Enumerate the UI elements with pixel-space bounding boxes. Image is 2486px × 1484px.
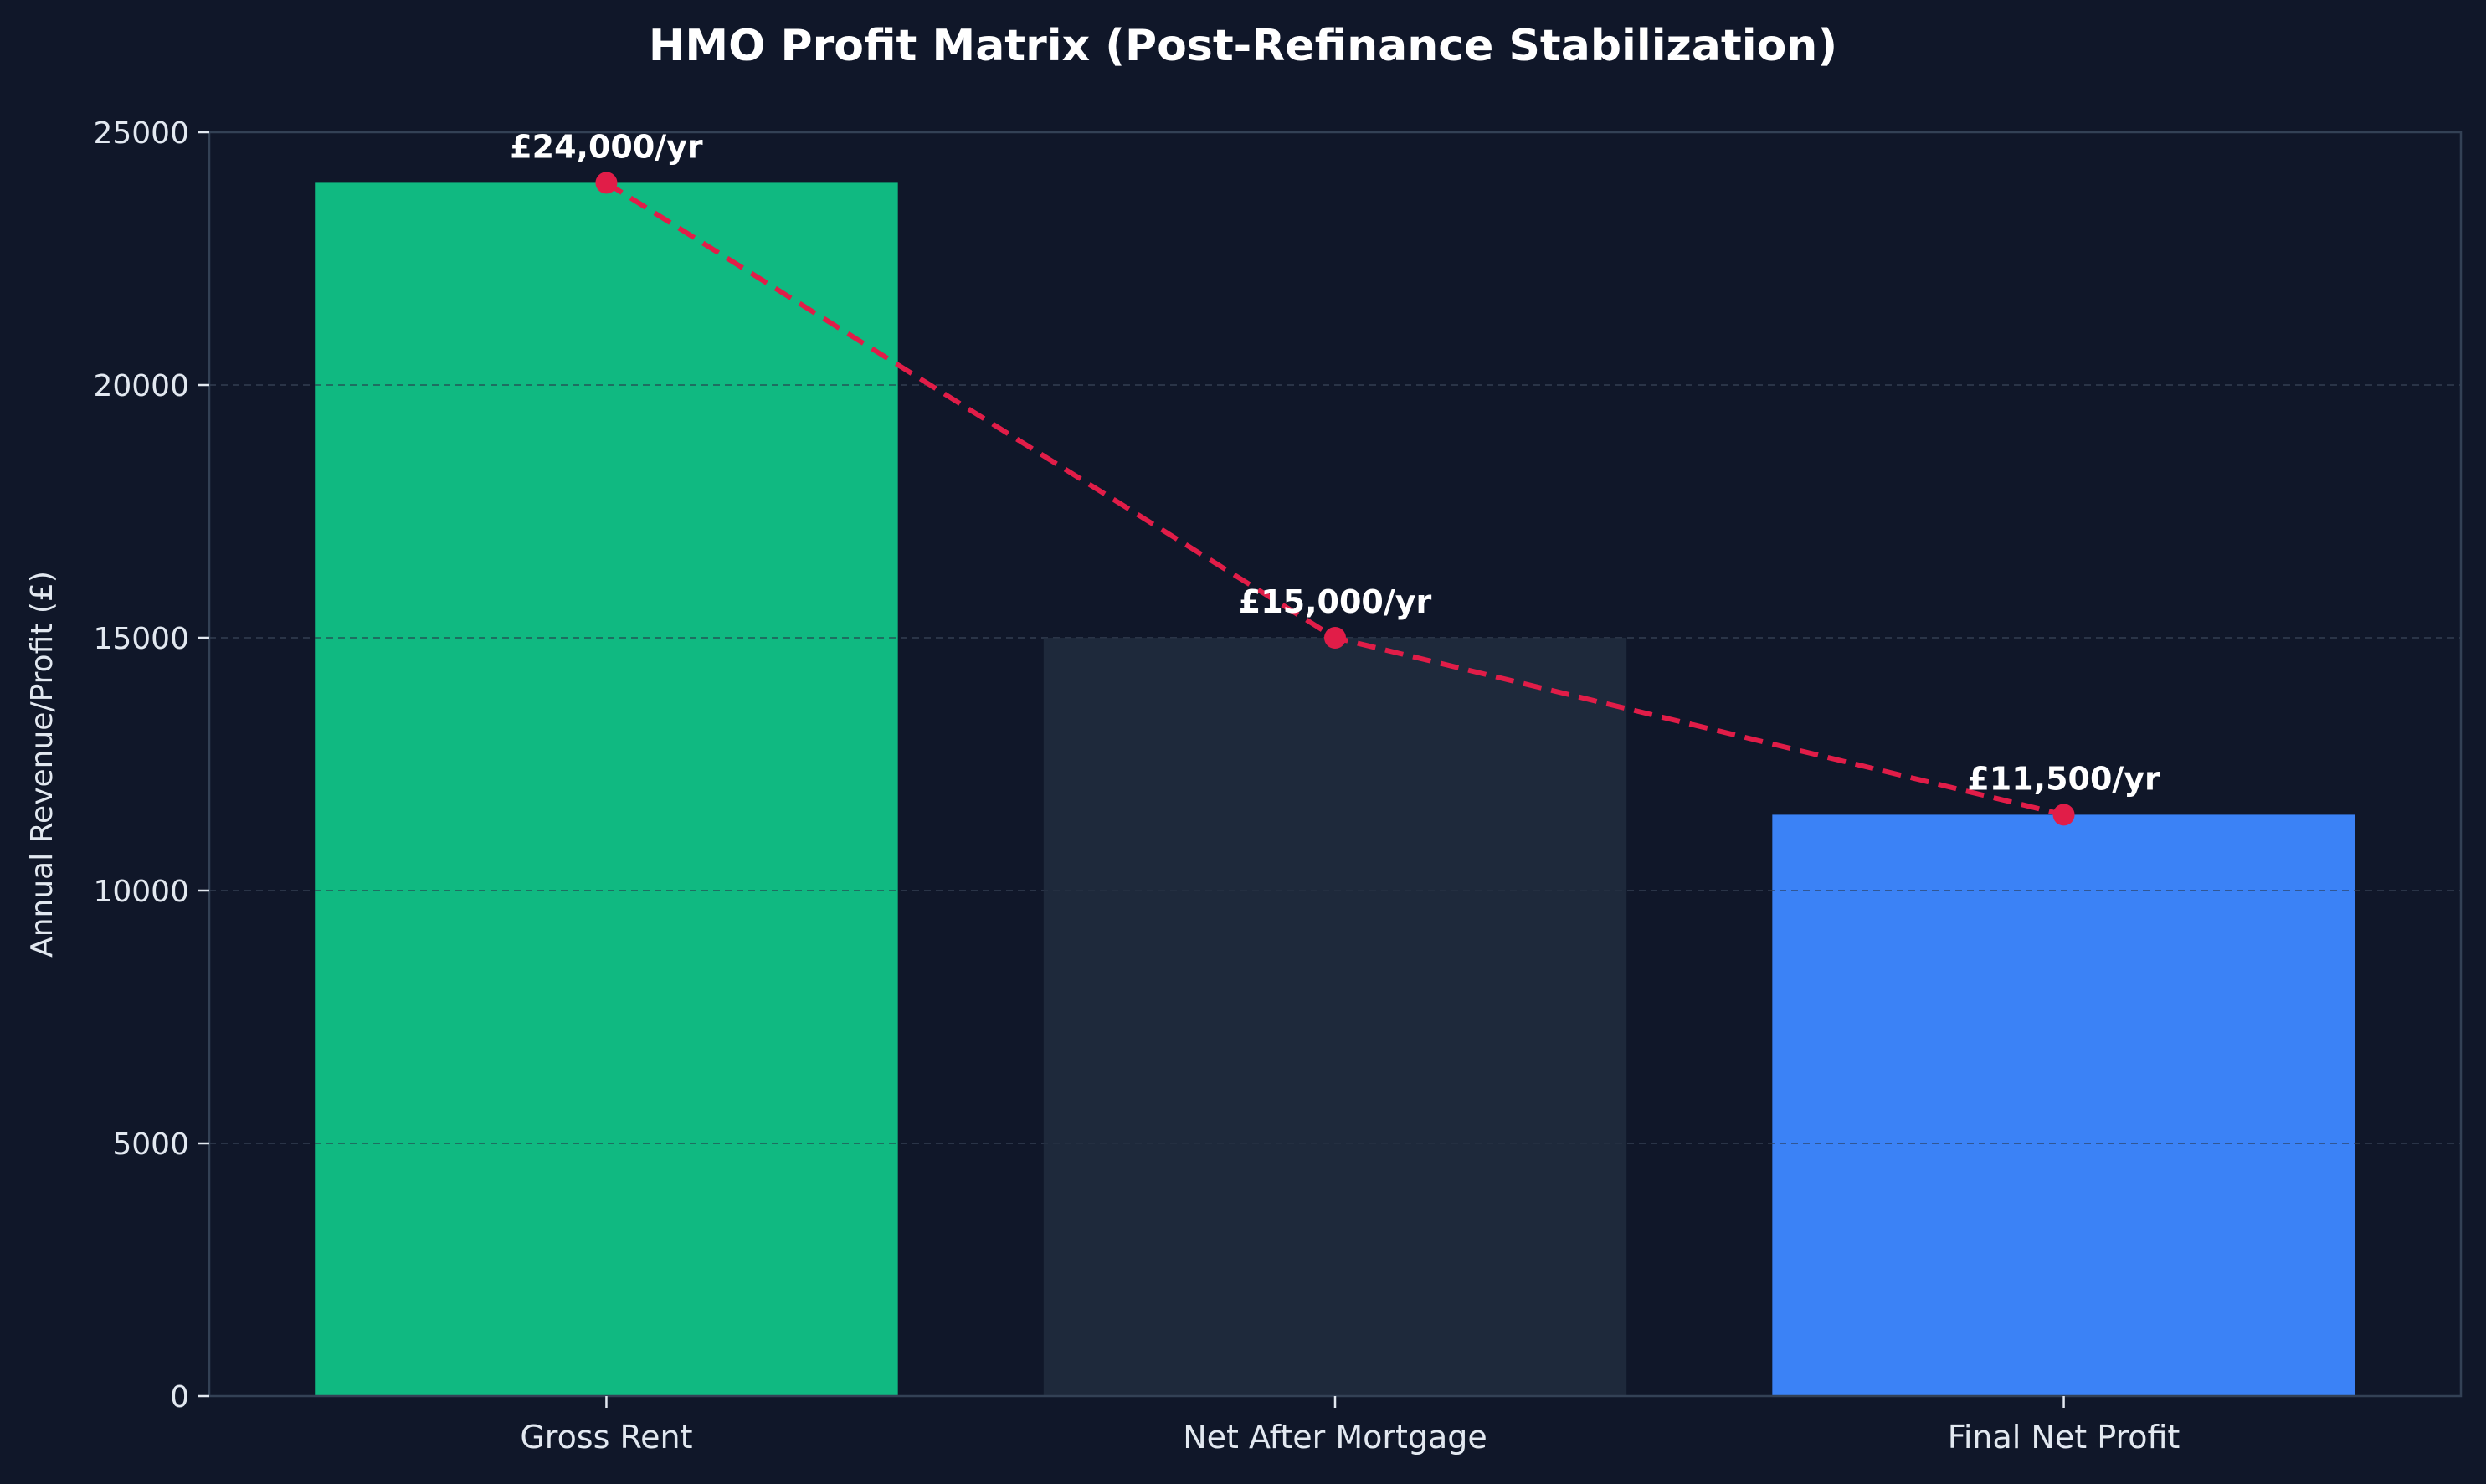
y-axis-label: Annual Revenue/Profit (£): [25, 571, 59, 958]
trend-point-2: [1324, 627, 1346, 649]
trend-line-overlay: [595, 172, 2075, 826]
y-tick-label-15000: 15000: [93, 622, 189, 656]
y-tick-label-20000: 20000: [93, 369, 189, 403]
x-tick-label-gross-rent: Gross Rent: [520, 1419, 692, 1456]
trend-point-3: [2052, 804, 2075, 826]
bar-gross-rent: [315, 182, 898, 1396]
y-tick-label-25000: 25000: [93, 116, 189, 151]
x-tick-label-final-net-profit: Final Net Profit: [1948, 1419, 2180, 1456]
bars: [209, 131, 2461, 1396]
axes: 0 5000 10000 15000 20000 25000 Gross Rent Net A…: [93, 116, 2463, 1456]
bar-final-net-profit: [1772, 814, 2355, 1396]
y-tick-label-5000: 5000: [112, 1127, 189, 1162]
data-label-2: £15,000/yr: [1239, 583, 1432, 620]
data-labels: £24,000/yr £15,000/yr £11,500/yr: [510, 128, 2160, 797]
y-tick-label-0: 0: [170, 1380, 189, 1415]
data-label-1: £24,000/yr: [510, 128, 703, 165]
y-tick-label-10000: 10000: [93, 875, 189, 909]
trend-point-1: [595, 172, 618, 194]
chart-title: HMO Profit Matrix (Post-Refinance Stabil…: [649, 21, 1837, 71]
data-label-3: £11,500/yr: [1967, 760, 2160, 797]
x-tick-label-net-after-mortgage: Net After Mortgage: [1183, 1419, 1487, 1456]
bar-net-after-mortgage: [1043, 638, 1627, 1396]
